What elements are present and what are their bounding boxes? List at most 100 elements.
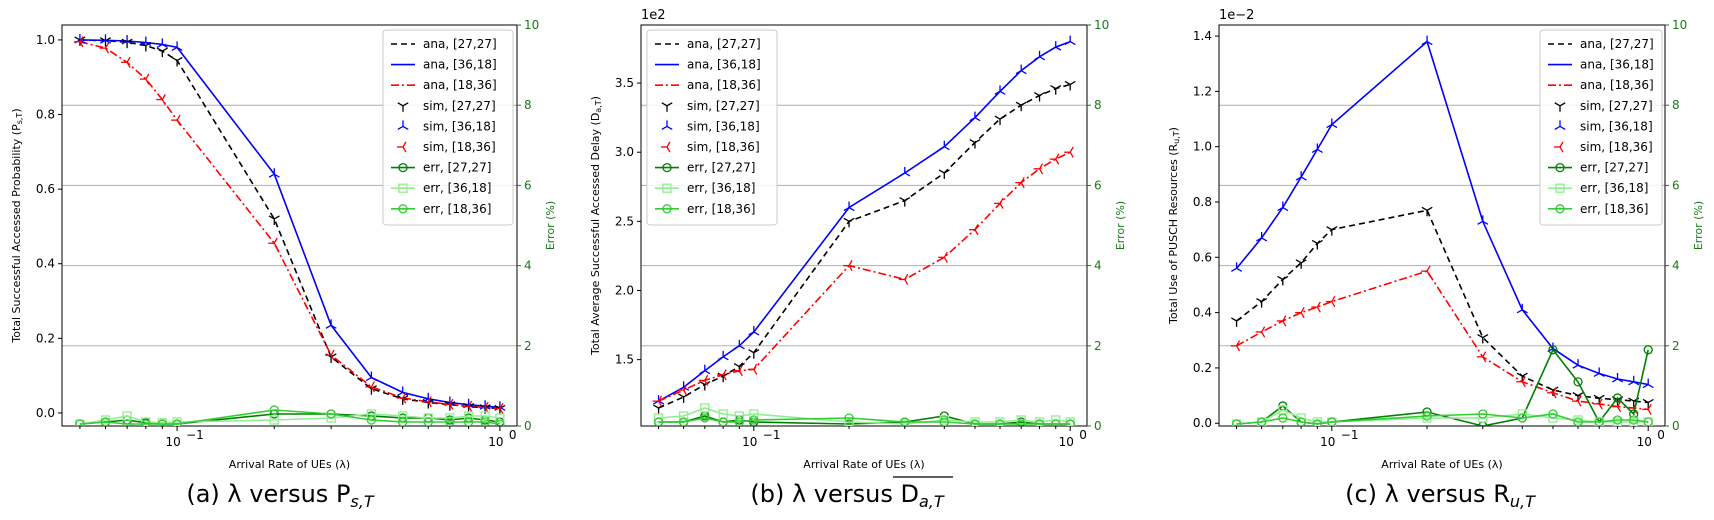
data-point bbox=[365, 371, 377, 382]
y-tick-label: 2.0 bbox=[615, 283, 634, 297]
legend-label: sim, [36,18] bbox=[423, 119, 496, 133]
x-tick-exponent: −1 bbox=[186, 428, 204, 442]
data-point bbox=[269, 405, 279, 415]
series-sim-4 bbox=[653, 35, 1076, 405]
data-point bbox=[122, 419, 132, 426]
y2-tick-label: 4 bbox=[524, 259, 532, 273]
y-tick-label: 1.0 bbox=[1193, 140, 1212, 154]
data-point bbox=[678, 417, 689, 426]
caption-main: (a) λ versus P bbox=[186, 480, 350, 508]
x-tick-label: 10 bbox=[1059, 435, 1074, 449]
plot-area bbox=[73, 33, 506, 426]
data-point bbox=[398, 411, 408, 421]
data-point bbox=[1516, 376, 1526, 388]
data-point bbox=[1572, 395, 1582, 407]
axes-frame bbox=[640, 24, 1088, 427]
legend-label: ana, [27,27] bbox=[423, 37, 497, 51]
data-point bbox=[1643, 417, 1653, 426]
data-point bbox=[495, 419, 505, 426]
data-point bbox=[1476, 351, 1487, 363]
series-sim-3 bbox=[74, 36, 506, 415]
data-point bbox=[1421, 265, 1431, 277]
data-point bbox=[1421, 206, 1433, 217]
legend-label: ana, [36,18] bbox=[423, 58, 497, 72]
data-point bbox=[994, 85, 1006, 95]
data-point bbox=[748, 325, 760, 336]
y2-tick-label: 8 bbox=[524, 98, 532, 112]
data-point bbox=[1548, 345, 1558, 355]
data-point bbox=[1422, 411, 1432, 421]
data-point bbox=[843, 217, 855, 228]
data-point bbox=[1573, 417, 1583, 426]
y2-tick-label: 4 bbox=[1094, 259, 1102, 273]
legend-marker bbox=[662, 204, 672, 214]
data-point bbox=[99, 42, 110, 54]
legend-marker bbox=[397, 141, 407, 153]
data-point bbox=[1231, 317, 1243, 327]
data-point bbox=[898, 273, 909, 285]
data-point bbox=[1295, 171, 1307, 181]
legend-label: err, [36,18] bbox=[1580, 181, 1648, 195]
y-tick-label: 0.2 bbox=[1193, 361, 1212, 375]
data-point bbox=[844, 413, 854, 423]
data-point bbox=[1295, 307, 1305, 319]
data-point bbox=[1016, 419, 1026, 426]
data-point bbox=[139, 73, 150, 85]
data-point bbox=[1256, 231, 1268, 242]
legend-item: sim, [18,36] bbox=[397, 140, 496, 154]
data-point bbox=[100, 417, 111, 426]
legend-label: ana, [18,36] bbox=[1580, 78, 1654, 92]
data-point bbox=[1573, 377, 1583, 387]
legend-item: err, [27,27] bbox=[391, 161, 491, 175]
data-point bbox=[1064, 146, 1074, 158]
data-point bbox=[1277, 275, 1289, 286]
series-sim-5 bbox=[73, 36, 504, 415]
legend-label: ana, [27,27] bbox=[1580, 37, 1654, 51]
y2-tick-label: 6 bbox=[1094, 178, 1102, 192]
data-point bbox=[938, 140, 950, 151]
data-point bbox=[1015, 177, 1025, 189]
data-point bbox=[1311, 301, 1321, 313]
data-point bbox=[749, 409, 759, 419]
panel-caption: (a) λ versus Ps,T bbox=[186, 480, 374, 511]
data-point bbox=[1594, 417, 1604, 426]
legend-label: sim, [18,36] bbox=[1580, 140, 1653, 154]
data-point bbox=[1050, 41, 1062, 51]
data-point bbox=[1276, 315, 1287, 327]
y-offset-text: 1e−2 bbox=[1219, 8, 1254, 23]
data-point bbox=[677, 384, 688, 396]
data-point bbox=[1278, 413, 1288, 423]
y-tick-label: 0.6 bbox=[1193, 250, 1212, 264]
data-point bbox=[1326, 226, 1338, 236]
data-point bbox=[700, 403, 710, 413]
panel-caption: (b) λ versus Da,T bbox=[750, 480, 944, 511]
legend-label: err, [36,18] bbox=[687, 181, 755, 195]
legend-marker bbox=[662, 162, 672, 173]
data-point bbox=[994, 115, 1006, 126]
y-tick-label: 0.2 bbox=[36, 331, 55, 345]
data-point bbox=[268, 215, 280, 225]
data-point bbox=[1326, 118, 1338, 129]
data-point bbox=[1231, 419, 1242, 426]
data-point bbox=[1327, 417, 1337, 426]
series-line bbox=[79, 409, 501, 425]
data-point bbox=[463, 411, 474, 421]
series-err-8 bbox=[1231, 409, 1653, 426]
legend-marker bbox=[1554, 120, 1566, 130]
legend-label: sim, [27,27] bbox=[687, 99, 760, 113]
data-point bbox=[1643, 345, 1653, 355]
data-point bbox=[171, 114, 181, 126]
legend-label: err, [36,18] bbox=[423, 181, 491, 195]
x-tick-exponent: 0 bbox=[509, 428, 517, 442]
data-point bbox=[73, 36, 84, 48]
legend-item: sim, [36,18] bbox=[397, 119, 496, 133]
data-point bbox=[1295, 259, 1307, 269]
data-point bbox=[899, 197, 911, 207]
data-point bbox=[939, 417, 949, 426]
y-axis-label-sub: a,T bbox=[594, 100, 603, 112]
y2-tick-label: 10 bbox=[1672, 18, 1687, 32]
data-point bbox=[1051, 419, 1061, 426]
data-point bbox=[396, 392, 407, 404]
y-tick-label: 1.4 bbox=[1193, 29, 1212, 43]
legend-item: ana, [18,36] bbox=[1548, 78, 1654, 92]
